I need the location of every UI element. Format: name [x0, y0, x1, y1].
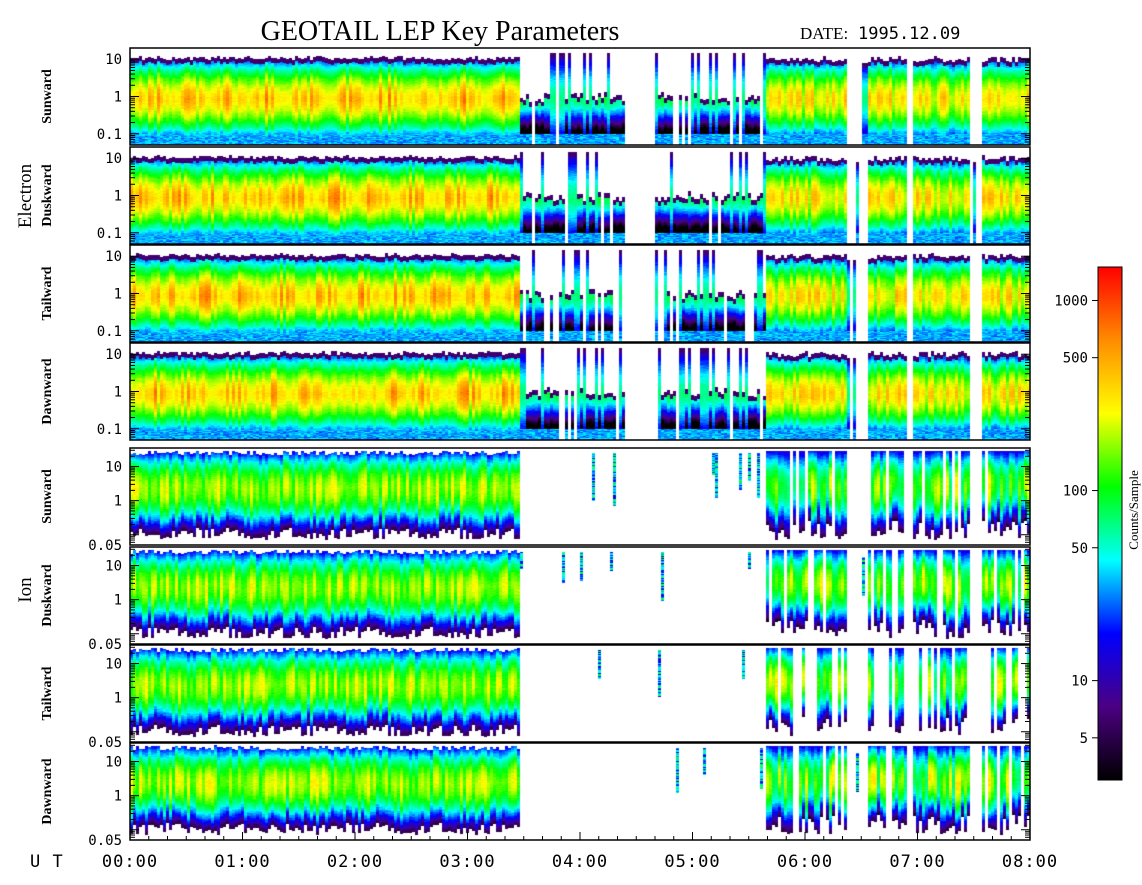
spectrogram-image	[130, 645, 1030, 742]
x-tick-label: 04:00	[552, 852, 608, 872]
panel-label-sunward: Sunward	[40, 69, 55, 124]
colorbar-tick-label: 1000	[1054, 293, 1088, 309]
y-tick-label: 1	[114, 385, 122, 401]
y-tick-label: 0.05	[88, 538, 122, 554]
y-tick-label: 0.05	[88, 735, 122, 751]
y-tick-label: 1	[114, 494, 122, 510]
x-tick-label: 07:00	[889, 852, 945, 872]
panel-label-duskward: Duskward	[40, 564, 55, 626]
x-tick-label: 06:00	[777, 852, 833, 872]
y-tick-label: 0.05	[88, 833, 122, 849]
panel-label-tailward: Tailward	[40, 666, 55, 720]
colorbar-tick-label: 5	[1080, 731, 1088, 747]
panel-label-dawnward: Dawnward	[40, 358, 55, 424]
panel-ion-duskward: 10 1 0.05 Duskward	[40, 546, 1031, 653]
y-tick-label: 10	[105, 460, 122, 476]
colorbar: 1000 500 100 50 10 5 Counts/Sample	[1054, 266, 1141, 781]
x-tick-label: 08:00	[1002, 852, 1058, 872]
spectrogram-image	[130, 547, 1030, 644]
colorbar-ticks: 1000 500 100 50 10 5	[1054, 293, 1098, 747]
colorbar-tick-label: 500	[1063, 351, 1088, 367]
panel-ion-sunward: 10 1 0.05 Sunward	[40, 447, 1031, 554]
x-tick-label: 02:00	[327, 852, 383, 872]
colorbar-tick-label: 100	[1063, 484, 1088, 500]
y-tick-label: 10	[105, 249, 122, 265]
spectrogram-image	[130, 147, 1030, 244]
colorbar-tick-label: 10	[1071, 674, 1088, 690]
spectrogram-image	[130, 343, 1030, 440]
panel-label-sunward: Sunward	[40, 469, 55, 524]
panel-frame	[129, 644, 1031, 743]
date-label: DATE:	[800, 24, 848, 43]
x-tick-label: 05:00	[664, 852, 720, 872]
y-tick-label: 1	[114, 90, 122, 106]
spectrogram-image	[130, 245, 1030, 342]
colorbar-title: Counts/Sample	[1126, 470, 1141, 550]
panel-ion-tailward: 10 1 0.05 Tailward	[40, 644, 1031, 751]
panel-frame	[129, 546, 1031, 645]
y-tick-label: 0.1	[97, 422, 122, 438]
panel-ion-dawnward: 10 1 0.05 Dawnward	[40, 742, 1031, 849]
y-tick-label: 10	[105, 559, 122, 575]
y-tick-label: 10	[105, 657, 122, 673]
spectrogram-image	[130, 743, 1030, 840]
panel-electron-tailward: 10 1 0.1 Tailward	[40, 244, 1031, 343]
x-axis-label: U T	[30, 852, 64, 872]
spectrogram-image	[130, 448, 1030, 545]
y-tick-label: 1	[114, 691, 122, 707]
y-tick-label: 1	[114, 287, 122, 303]
panel-frame	[129, 447, 1031, 546]
date-value: 1995.12.09	[858, 24, 960, 44]
group-label-electron: Electron	[15, 163, 36, 228]
colorbar-gradient	[1097, 266, 1123, 781]
x-axis-ticks: 00:00 01:00 02:00 03:00 04:00 05:00 06:00 07:00…	[102, 832, 1058, 872]
panel-label-dawnward: Dawnward	[40, 758, 55, 824]
colorbar-tick-label: 50	[1071, 541, 1088, 557]
panel-label-duskward: Duskward	[40, 164, 55, 226]
y-tick-label: 0.05	[88, 637, 122, 653]
x-tick-label: 00:00	[102, 852, 158, 872]
chart-title: GEOTAIL LEP Key Parameters	[261, 16, 620, 47]
panel-electron-dawnward: 10 1 0.1 Dawnward	[40, 342, 1031, 441]
panel-label-tailward: Tailward	[40, 266, 55, 320]
spectrogram-image	[130, 48, 1030, 145]
y-tick-label: 1	[114, 189, 122, 205]
panel-electron-duskward: 10 1 0.1 Duskward	[40, 146, 1031, 245]
y-tick-label: 1	[114, 789, 122, 805]
y-tick-label: 0.1	[97, 226, 122, 242]
panels-layer: 10 1 0.1 Sunward 10 1 0.1 Duskward 10 1 0.1 Tailwar…	[40, 47, 1031, 849]
y-tick-label: 10	[105, 347, 122, 363]
y-tick-label: 0.1	[97, 324, 122, 340]
y-tick-label: 1	[114, 593, 122, 609]
y-tick-label: 10	[105, 151, 122, 167]
y-tick-label: 10	[105, 52, 122, 68]
y-tick-label: 10	[105, 755, 122, 771]
y-tick-label: 0.1	[97, 127, 122, 143]
x-tick-label: 03:00	[439, 852, 495, 872]
panel-electron-sunward: 10 1 0.1 Sunward	[40, 47, 1031, 146]
x-tick-label: 01:00	[214, 852, 270, 872]
group-label-ion: Ion	[15, 577, 36, 603]
